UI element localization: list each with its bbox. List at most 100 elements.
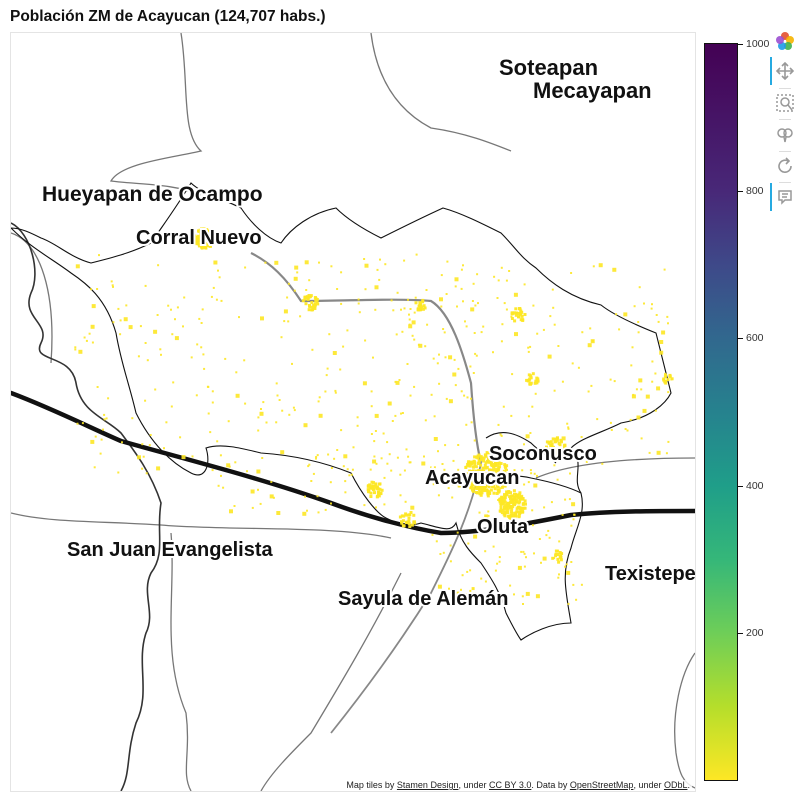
pan-tool-icon[interactable] <box>770 57 796 85</box>
density-cell <box>405 448 408 451</box>
density-cell <box>90 288 92 291</box>
density-cell <box>399 473 402 476</box>
place-label-soconusco: Soconusco <box>489 443 597 465</box>
density-cell <box>246 470 248 473</box>
colorbar-tick <box>737 338 743 340</box>
density-cell <box>492 491 496 495</box>
colorbar-tick-label: 200 <box>746 626 764 639</box>
density-cell <box>506 511 510 514</box>
density-cell <box>172 381 175 384</box>
density-cell <box>437 584 442 589</box>
osm-link[interactable]: OpenStreetMap <box>569 780 634 790</box>
density-cell <box>204 237 208 241</box>
density-cell <box>413 311 416 314</box>
attribution-text: Map tiles by <box>346 780 397 790</box>
hover-tool-icon[interactable] <box>770 183 796 211</box>
density-cell <box>272 496 275 499</box>
density-cell <box>396 456 399 459</box>
density-cell <box>503 302 506 305</box>
density-cell <box>441 463 444 465</box>
density-cell <box>535 594 540 599</box>
density-cell <box>480 491 484 495</box>
density-cell <box>196 234 200 238</box>
density-cell <box>402 524 406 528</box>
density-cell <box>638 378 643 383</box>
density-cell <box>529 376 533 380</box>
density-cell <box>521 595 524 598</box>
density-cell <box>212 286 215 289</box>
density-cell <box>493 451 496 454</box>
density-cell <box>318 261 320 264</box>
reset-tool-icon[interactable] <box>774 155 796 177</box>
density-cell <box>384 263 387 266</box>
density-cell <box>523 552 526 555</box>
density-cell <box>501 496 505 500</box>
density-cell <box>478 471 482 475</box>
density-cell <box>474 304 477 307</box>
density-cell <box>542 556 547 561</box>
density-cell <box>506 507 510 511</box>
density-cell <box>137 355 140 358</box>
stamen-link[interactable]: Stamen Design <box>396 780 459 790</box>
density-cell <box>379 258 381 261</box>
density-cell <box>99 452 102 455</box>
density-cell <box>379 492 383 496</box>
density-cell <box>346 468 349 471</box>
density-cell <box>302 511 307 516</box>
density-cell <box>437 494 440 497</box>
density-cell <box>156 314 159 316</box>
density-cell <box>523 483 526 486</box>
density-cell <box>74 346 77 349</box>
density-cell <box>328 333 331 336</box>
density-cell <box>499 508 503 512</box>
density-cell <box>141 443 144 446</box>
density-cell <box>654 372 657 375</box>
cc-by-link[interactable]: CC BY 3.0 <box>489 780 532 790</box>
density-cell <box>523 565 526 568</box>
density-cell <box>527 346 530 349</box>
density-cell <box>503 463 507 467</box>
density-cell <box>635 388 638 391</box>
density-cell <box>332 351 337 355</box>
density-cell <box>404 500 407 503</box>
density-cell <box>216 440 219 443</box>
map-canvas[interactable]: Soteapan Mecayapan Hueyapan de Ocampo Co… <box>10 32 696 792</box>
density-cell <box>211 469 214 472</box>
density-cell <box>489 488 493 492</box>
density-cell <box>207 238 211 242</box>
density-cell <box>526 379 530 383</box>
density-cell <box>511 519 514 522</box>
density-cell <box>631 346 634 349</box>
bokeh-logo-icon[interactable] <box>774 30 796 52</box>
density-cell <box>167 304 170 307</box>
density-cell <box>310 301 314 305</box>
density-cell <box>454 285 457 288</box>
density-cell <box>464 466 468 469</box>
density-cell <box>532 304 535 307</box>
density-cell <box>488 483 492 487</box>
boundary-line <box>11 512 392 539</box>
density-cell <box>474 477 478 481</box>
odbl-link[interactable]: ODbL <box>663 780 688 790</box>
density-cell <box>508 270 511 272</box>
density-cell <box>400 308 402 311</box>
density-cell <box>615 313 618 316</box>
density-cell <box>560 552 564 556</box>
density-cell <box>324 390 327 393</box>
box-zoom-tool-icon[interactable] <box>774 92 796 114</box>
density-cell <box>640 437 643 440</box>
wheel-zoom-tool-icon[interactable] <box>774 123 796 145</box>
density-cell <box>183 296 186 299</box>
density-cell <box>664 379 668 383</box>
density-cell <box>125 304 128 307</box>
density-cell <box>561 513 564 516</box>
density-cell <box>484 484 488 488</box>
density-cell <box>171 333 174 336</box>
density-cell <box>492 453 496 457</box>
density-cell <box>220 474 222 477</box>
density-cell <box>313 302 317 306</box>
density-cell <box>499 433 502 436</box>
density-cell <box>377 487 380 491</box>
density-cell <box>587 343 592 348</box>
density-cell <box>659 350 664 355</box>
